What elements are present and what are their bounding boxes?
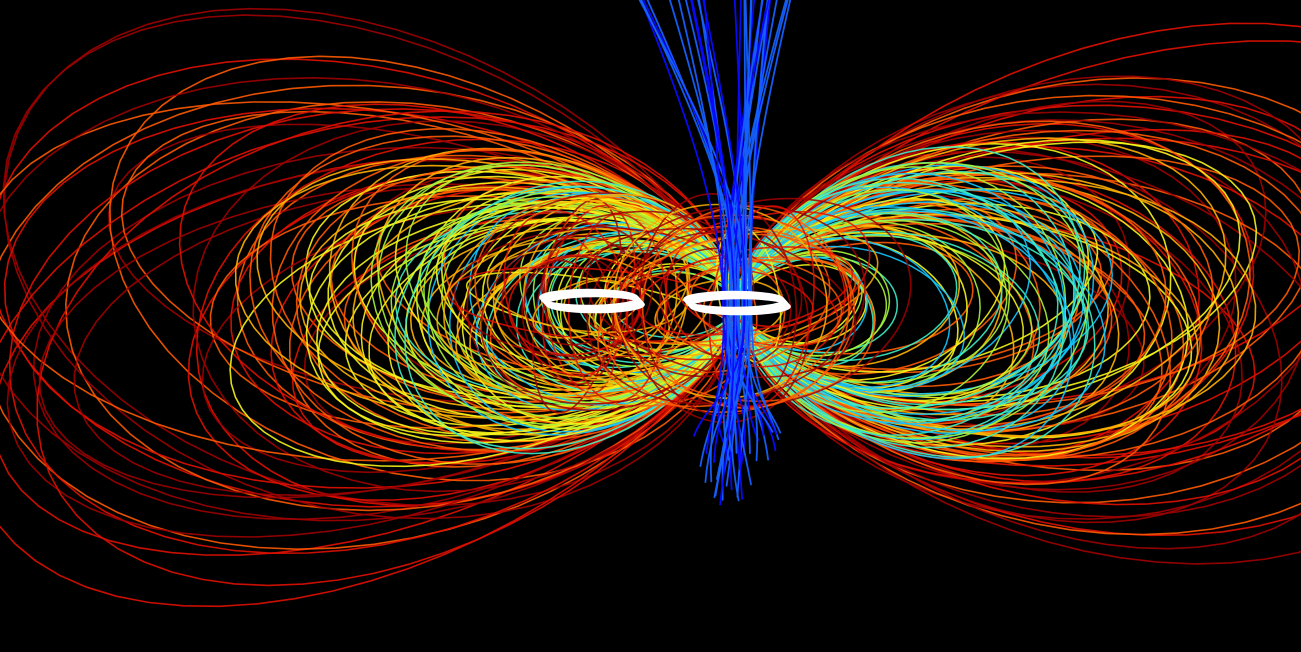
field-line (684, 0, 737, 453)
field-line (741, 150, 1301, 550)
right-coil (683, 290, 791, 316)
field-line (738, 256, 874, 367)
field-line (740, 181, 1096, 458)
field-line (0, 58, 724, 508)
field-line (523, 255, 625, 346)
field-line (740, 188, 1185, 457)
field-line (368, 216, 733, 434)
field-line (109, 55, 737, 482)
field-line (738, 206, 1075, 435)
field-line (705, 0, 770, 455)
field-line (738, 177, 1065, 449)
field-line (0, 84, 729, 551)
field-line (8, 108, 733, 555)
field-line (744, 111, 1301, 565)
field-line (668, 0, 738, 454)
field-line (541, 225, 654, 351)
field-line (747, 119, 1301, 518)
field-line (703, 0, 742, 470)
field-line (737, 231, 1024, 402)
field-line (423, 196, 733, 404)
field-line (638, 0, 752, 498)
field-line (689, 258, 843, 349)
field-line (613, 229, 831, 374)
field-line (741, 129, 1301, 491)
field-line (640, 0, 741, 487)
field-line (738, 178, 1173, 462)
field-line (742, 94, 1301, 536)
current-coils (539, 288, 791, 316)
coil-winding (545, 295, 645, 314)
field-line (738, 188, 1011, 414)
field-line (394, 185, 734, 450)
field-line (693, 0, 747, 437)
field-line (178, 103, 735, 453)
field-line (739, 129, 1301, 460)
field-line (736, 254, 863, 345)
field-line (36, 110, 731, 587)
field-line (2, 14, 736, 507)
field-line (474, 195, 758, 407)
field-line (737, 146, 1081, 436)
left-coil (539, 288, 645, 314)
field-line (742, 22, 1301, 485)
field-line (737, 188, 1032, 392)
coil-winding (689, 297, 791, 316)
field-line (441, 202, 736, 400)
field-line (739, 245, 965, 391)
field-line (741, 189, 1059, 422)
outer-field-loops (0, 7, 1301, 608)
field-line (740, 136, 1237, 457)
field-line (443, 199, 691, 398)
field-line (3, 7, 734, 520)
field-line (744, 104, 1301, 537)
field-line (522, 207, 678, 381)
field-line (192, 119, 735, 493)
field-line (739, 219, 1008, 384)
